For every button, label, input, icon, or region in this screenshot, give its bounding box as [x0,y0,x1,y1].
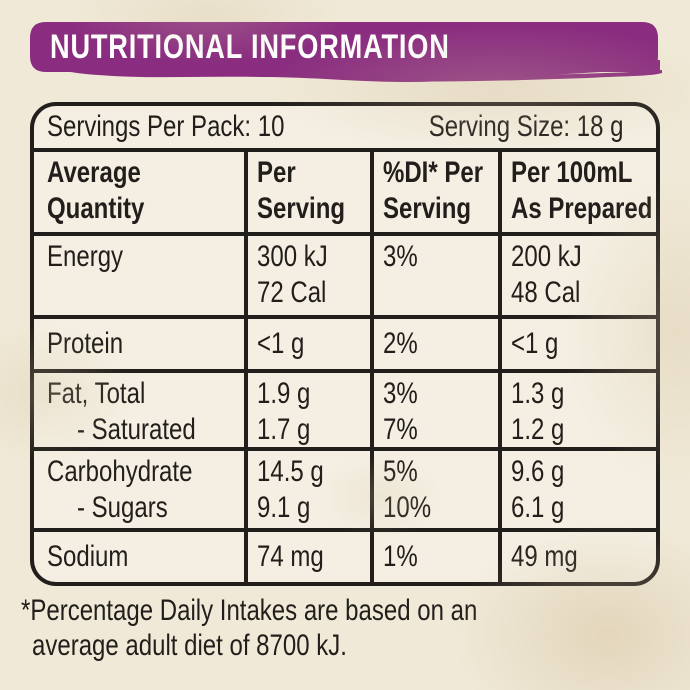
servings-row: Servings Per Pack: 10 Serving Size: 18 g [34,106,656,148]
row-energy-name: Energy [34,236,244,315]
row-protein-name: Protein [34,319,244,369]
row-fat-name: Fat, Total - Saturated [34,373,244,447]
daily-intake-footnote: *Percentage Daily Intakes are based on a… [21,593,591,663]
footnote-line-1: *Percentage Daily Intakes are based on a… [21,594,478,627]
servings-per-pack: Servings Per Pack: 10 [47,110,285,143]
col-header-per-100ml: Per 100mL As Prepared [502,152,656,232]
row-carbohydrate-per-serving: 14.5 g 9.1 g [248,451,370,528]
banner-brush-shape [30,22,662,82]
nutrition-table: Servings Per Pack: 10 Serving Size: 18 g… [30,102,660,586]
row-carbohydrate-per-100ml: 9.6 g 6.1 g [502,451,656,528]
row-protein-di: 2% [374,319,498,369]
row-energy-di: 3% [374,236,498,315]
page-title-text: NUTRITIONAL INFORMATION [50,27,450,66]
row-sodium-name: Sodium [34,532,244,582]
col-header-per-serving: Per Serving [248,152,370,232]
col-header-average-quantity: Average Quantity [34,152,244,232]
row-sodium-per-100ml: 49 mg [502,532,656,582]
page-title: NUTRITIONAL INFORMATION [50,22,550,72]
row-energy-per-100ml: 200 kJ 48 Cal [502,236,656,315]
row-carbohydrate-name: Carbohydrate - Sugars [34,451,244,528]
row-protein-per-100ml: <1 g [502,319,656,369]
row-fat-per-100ml: 1.3 g 1.2 g [502,373,656,447]
row-energy-per-serving: 300 kJ 72 Cal [248,236,370,315]
row-carbohydrate-di: 5% 10% [374,451,498,528]
serving-size: Serving Size: 18 g [428,110,623,143]
row-sodium-di: 1% [374,532,498,582]
row-sodium-per-serving: 74 mg [248,532,370,582]
row-fat-di: 3% 7% [374,373,498,447]
col-header-di-per-serving: %DI* Per Serving [374,152,498,232]
footnote-line-2: average adult diet of 8700 kJ. [32,629,347,662]
row-protein-per-serving: <1 g [248,319,370,369]
header-banner: NUTRITIONAL INFORMATION [28,16,668,92]
row-fat-per-serving: 1.9 g 1.7 g [248,373,370,447]
